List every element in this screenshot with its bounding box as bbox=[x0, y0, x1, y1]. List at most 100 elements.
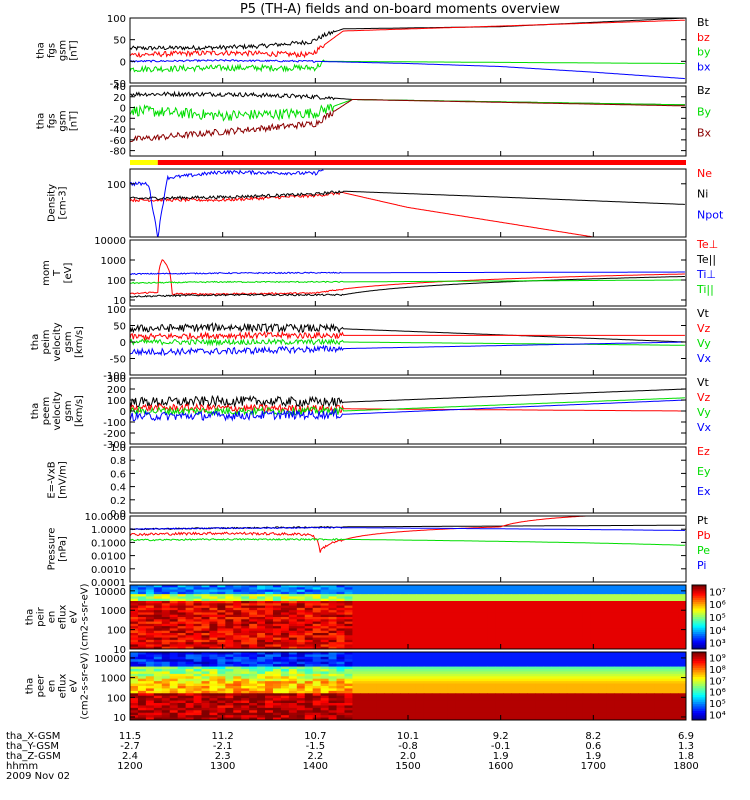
legend-vz: Vz bbox=[697, 322, 711, 335]
heatmap-cell bbox=[209, 707, 218, 711]
heatmap-cell bbox=[233, 637, 242, 641]
heatmap-cell bbox=[678, 614, 686, 618]
heatmap-cell bbox=[455, 698, 465, 702]
heatmap-cell bbox=[257, 635, 266, 639]
heatmap-cell bbox=[288, 654, 298, 658]
heatmap-cell bbox=[185, 715, 195, 719]
heatmap-cell bbox=[415, 700, 425, 704]
heatmap-cell bbox=[145, 690, 155, 694]
heatmap-cell bbox=[352, 656, 361, 660]
heatmap-cell bbox=[598, 700, 608, 704]
heatmap-cell bbox=[193, 605, 202, 609]
heatmap-cell bbox=[225, 664, 234, 668]
heatmap-cell bbox=[233, 596, 242, 600]
heatmap-cell bbox=[193, 596, 202, 600]
y-tick-label: 1000 bbox=[101, 674, 126, 685]
heatmap-cell bbox=[201, 707, 210, 711]
heatmap-cell bbox=[646, 607, 655, 611]
heatmap-cell bbox=[249, 688, 258, 692]
heatmap-cell bbox=[574, 683, 584, 687]
heatmap-cell bbox=[193, 646, 202, 649]
heatmap-cell bbox=[495, 642, 504, 645]
heatmap-cell bbox=[169, 612, 179, 616]
heatmap-cell bbox=[185, 659, 195, 663]
heatmap-cell bbox=[582, 596, 592, 600]
heatmap-cell bbox=[153, 589, 163, 593]
heatmap-cell bbox=[566, 646, 576, 649]
heatmap-cell bbox=[598, 678, 608, 682]
heatmap-cell bbox=[455, 683, 465, 687]
heatmap-cell bbox=[463, 712, 473, 716]
y-tick-label: 20 bbox=[113, 93, 126, 104]
heatmap-cell bbox=[169, 664, 179, 668]
heatmap-cell bbox=[209, 671, 218, 675]
heatmap-cell bbox=[288, 610, 298, 613]
heatmap-cell bbox=[439, 639, 449, 643]
heatmap-cell bbox=[360, 666, 369, 670]
heatmap-cell bbox=[439, 626, 449, 629]
heatmap-cell bbox=[503, 637, 512, 641]
heatmap-cell bbox=[296, 664, 306, 668]
heatmap-cell bbox=[137, 644, 147, 648]
heatmap-cell bbox=[209, 610, 218, 613]
heatmap-cell bbox=[662, 601, 671, 604]
heatmap-cell bbox=[598, 626, 608, 629]
ephemeris-label: tha_Y-GSM bbox=[6, 741, 59, 752]
heatmap-cell bbox=[257, 587, 266, 591]
heatmap-cell bbox=[328, 654, 338, 658]
heatmap-cell bbox=[209, 717, 218, 720]
heatmap-cell bbox=[209, 659, 218, 663]
heatmap-cell bbox=[161, 654, 171, 658]
heatmap-cell bbox=[543, 707, 552, 711]
heatmap-cell bbox=[328, 619, 338, 623]
heatmap-cell bbox=[662, 678, 671, 682]
heatmap-cell bbox=[630, 621, 639, 625]
y-axis-label: thapeimvelocitygsm[km/s] bbox=[30, 322, 85, 361]
heatmap-cell bbox=[590, 617, 600, 620]
heatmap-cell bbox=[217, 669, 226, 672]
heatmap-cell bbox=[614, 596, 623, 600]
heatmap-cell bbox=[630, 598, 639, 602]
heatmap-cell bbox=[233, 681, 242, 685]
heatmap-cell bbox=[423, 705, 433, 709]
heatmap-cell bbox=[312, 589, 322, 593]
heatmap-cell bbox=[527, 717, 536, 720]
colorbar-step bbox=[692, 697, 706, 701]
series-lines bbox=[130, 90, 685, 143]
heatmap-cell bbox=[209, 656, 218, 660]
heatmap-cell bbox=[471, 661, 480, 665]
heatmap-cell bbox=[233, 673, 242, 677]
heatmap-cell bbox=[670, 585, 679, 588]
heatmap-cell bbox=[463, 619, 473, 623]
heatmap-cell bbox=[630, 607, 639, 611]
heatmap-cell bbox=[225, 705, 234, 709]
heatmap-cell bbox=[360, 661, 369, 665]
heatmap-cell bbox=[431, 654, 441, 658]
heatmap-cell bbox=[169, 585, 179, 588]
heatmap-cell bbox=[471, 673, 480, 677]
heatmap-cell bbox=[646, 717, 655, 720]
heatmap-cell bbox=[392, 644, 401, 648]
heatmap-cell bbox=[574, 603, 584, 607]
colorbar-step bbox=[692, 710, 706, 714]
heatmap-cell bbox=[487, 585, 496, 588]
heatmap-cell bbox=[606, 705, 616, 709]
heatmap-cell bbox=[535, 678, 544, 682]
heatmap-cell bbox=[455, 703, 465, 706]
heatmap-cell bbox=[535, 700, 544, 704]
heatmap-cell bbox=[558, 626, 568, 629]
heatmap-cell bbox=[312, 700, 322, 704]
heatmap-cell bbox=[368, 664, 377, 668]
heatmap-cell bbox=[153, 707, 163, 711]
y-tick-label: 100 bbox=[107, 693, 126, 704]
heatmap-cell bbox=[225, 678, 234, 682]
heatmap-cell bbox=[360, 639, 369, 643]
heatmap-cell bbox=[392, 614, 401, 618]
heatmap-cell bbox=[280, 717, 290, 720]
heatmap-cell bbox=[558, 596, 568, 600]
heatmap-cell bbox=[622, 666, 631, 670]
heatmap-cell bbox=[217, 637, 226, 641]
heatmap-cell bbox=[503, 681, 512, 685]
heatmap-cell bbox=[161, 589, 171, 593]
heatmap-cell bbox=[558, 654, 568, 658]
